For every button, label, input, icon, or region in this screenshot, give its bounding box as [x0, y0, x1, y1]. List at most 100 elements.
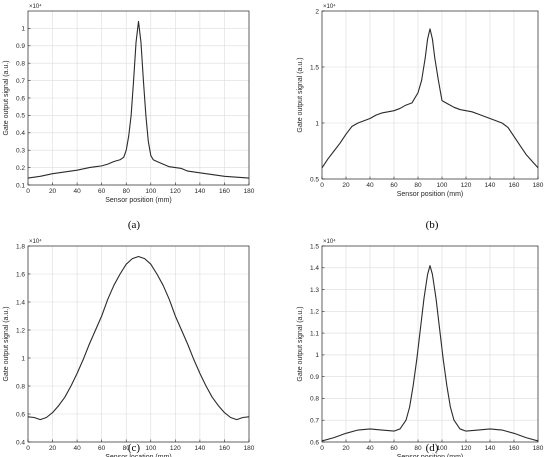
- y-tick-label: 0.4: [16, 439, 25, 446]
- x-tick-label: 100: [437, 182, 448, 189]
- y-axis-label: Gate output signal (a.u.): [297, 306, 304, 381]
- y-tick-label: 0.2: [16, 165, 25, 172]
- x-tick-label: 140: [194, 445, 205, 452]
- x-tick-label: 100: [437, 445, 448, 452]
- x-tick-label: 140: [485, 182, 496, 189]
- axes-box: [321, 10, 539, 180]
- x-axis-label: Sensor position (mm): [397, 454, 464, 457]
- x-tick-label: 20: [342, 445, 350, 452]
- y-tick-label: 1.5: [310, 243, 319, 250]
- x-tick-label: 0: [26, 445, 30, 452]
- chart-panel-2: 0 20 40 60 80 100 120 140 160 180 0.5 1 1.5 2 ×10⁴ Sens…: [297, 3, 544, 231]
- plot-area: [322, 11, 538, 179]
- y-tick-label: 0.8: [16, 61, 25, 68]
- x-tick-label: 60: [98, 445, 106, 452]
- x-axis-label: Sensor location (mm): [105, 454, 172, 457]
- x-tick-label: 160: [219, 445, 230, 452]
- axes-box: [27, 245, 250, 443]
- x-tick-label: 40: [73, 188, 81, 195]
- panel-caption: (c): [128, 442, 141, 454]
- x-tick-label: 180: [244, 445, 255, 452]
- axes-box: [321, 245, 539, 443]
- x-tick-label: 80: [414, 182, 422, 189]
- y-axis-label: Gate output signal (a.u.): [297, 57, 304, 132]
- series-line: [27, 255, 250, 421]
- y-tick-label: 0.5: [16, 113, 25, 120]
- y-tick-label: 1.5: [310, 64, 319, 71]
- series-line: [321, 28, 539, 169]
- x-tick-label: 20: [49, 445, 57, 452]
- plot-area: [322, 246, 538, 442]
- x-tick-label: 160: [509, 182, 520, 189]
- y-tick-label: 1.2: [16, 327, 25, 334]
- y-axis-label: Gate output signal (a.u.): [3, 60, 10, 135]
- y-tick-label: 0.9: [310, 374, 319, 381]
- y-tick-label: 0.9: [16, 43, 25, 50]
- y-tick-label: 1: [315, 120, 319, 127]
- y-tick-label: 0.5: [310, 176, 319, 183]
- chart-panel-4: 0 20 40 60 80 100 120 140 160 180 0.6 0.7 0.8 0.9 1 1.1…: [297, 238, 544, 457]
- y-tick-label: 0.7: [16, 78, 25, 85]
- chart-panel-3: 0 20 40 60 80 100 120 140 160 180 0.4 0.6 0.8 1 1.2 1.4…: [3, 238, 255, 457]
- series-line: [27, 20, 250, 179]
- x-tick-label: 40: [366, 445, 374, 452]
- x-tick-label: 120: [170, 188, 181, 195]
- y-tick-label: 1.4: [310, 265, 319, 272]
- y-tick-label: 1.4: [16, 299, 25, 306]
- x-tick-label: 180: [533, 445, 544, 452]
- axis-multiplier: ×10⁴: [323, 238, 336, 245]
- y-tick-label: 0.3: [16, 148, 25, 155]
- panel-caption: (a): [128, 219, 141, 231]
- y-tick-label: 0.8: [16, 383, 25, 390]
- x-tick-label: 100: [145, 445, 156, 452]
- x-tick-label: 140: [194, 188, 205, 195]
- x-tick-label: 20: [49, 188, 57, 195]
- chart-panel-1: 0 20 40 60 80 100 120 140 160 180 0.1 0.2 0.3 0.4 0.5 0…: [3, 3, 255, 231]
- y-tick-label: 0.8: [310, 396, 319, 403]
- y-tick-label: 0.6: [16, 411, 25, 418]
- x-tick-label: 60: [390, 445, 398, 452]
- series-line: [321, 265, 539, 442]
- x-tick-label: 0: [320, 182, 324, 189]
- x-tick-label: 60: [98, 188, 106, 195]
- x-axis-label: Sensor position (mm): [397, 191, 464, 198]
- axis-multiplier: ×10⁴: [323, 3, 336, 10]
- axis-multiplier: ×10⁴: [29, 3, 42, 10]
- x-tick-label: 120: [170, 445, 181, 452]
- y-tick-label: 0.1: [16, 182, 25, 189]
- axis-multiplier: ×10⁴: [29, 238, 42, 245]
- x-tick-label: 20: [342, 182, 350, 189]
- y-tick-label: 1.8: [16, 243, 25, 250]
- y-axis-label: Gate output signal (a.u.): [3, 306, 10, 381]
- x-tick-label: 80: [123, 445, 131, 452]
- y-tick-label: 1: [21, 26, 25, 33]
- x-tick-label: 180: [244, 188, 255, 195]
- x-tick-label: 40: [366, 182, 374, 189]
- y-tick-label: 2: [315, 8, 319, 15]
- x-axis-label: Sensor position (mm): [105, 197, 172, 204]
- plot-area: [28, 246, 249, 442]
- y-tick-label: 0.6: [310, 439, 319, 446]
- x-tick-label: 0: [26, 188, 30, 195]
- y-tick-label: 1.1: [310, 330, 319, 337]
- x-tick-label: 40: [73, 445, 81, 452]
- x-tick-label: 120: [461, 182, 472, 189]
- x-tick-label: 0: [320, 445, 324, 452]
- x-tick-label: 120: [461, 445, 472, 452]
- x-tick-label: 180: [533, 182, 544, 189]
- x-tick-label: 140: [485, 445, 496, 452]
- x-tick-label: 160: [509, 445, 520, 452]
- y-tick-label: 0.7: [310, 418, 319, 425]
- y-tick-label: 1.3: [310, 287, 319, 294]
- y-tick-label: 1.6: [16, 271, 25, 278]
- panel-caption: (d): [426, 442, 439, 454]
- y-tick-label: 1.2: [310, 309, 319, 316]
- y-tick-label: 1: [315, 352, 319, 359]
- x-tick-label: 100: [145, 188, 156, 195]
- x-tick-label: 60: [390, 182, 398, 189]
- x-tick-label: 80: [414, 445, 422, 452]
- y-tick-label: 0.6: [16, 95, 25, 102]
- x-tick-label: 160: [219, 188, 230, 195]
- x-tick-label: 80: [123, 188, 131, 195]
